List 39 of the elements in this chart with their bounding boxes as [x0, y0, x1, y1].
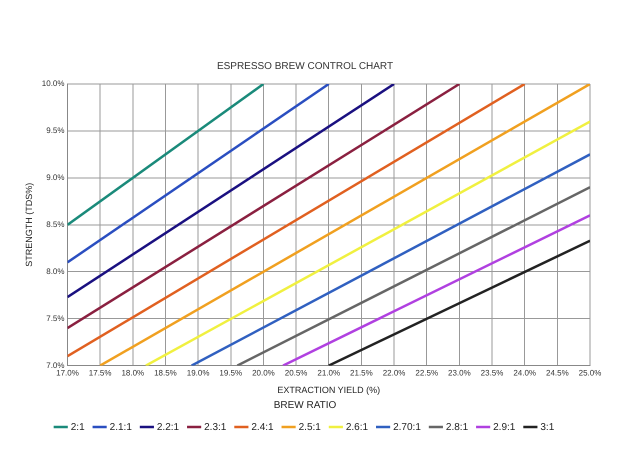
legend-label: 2.9:1 [493, 422, 516, 433]
legend-label: 2.5:1 [298, 422, 322, 433]
x-tick-label: 21.5% [350, 368, 373, 378]
y-tick-label: 9.5% [46, 126, 64, 136]
x-tick-label: 24.0% [513, 368, 536, 378]
x-axis-title: EXTRACTION YIELD (%) [277, 385, 380, 396]
x-tick-label: 19.0% [186, 368, 210, 378]
legend-label: 2.70:1 [393, 422, 422, 433]
x-tick-label: 20.0% [252, 368, 275, 378]
chart-title: ESPRESSO BREW CONTROL CHART [216, 60, 394, 72]
legend-label: 2.4:1 [251, 422, 274, 433]
x-tick-label: 23.5% [480, 368, 504, 378]
x-tick-label: 22.5% [415, 368, 438, 378]
x-tick-label: 18.5% [154, 368, 177, 378]
legend-label: 2.3:1 [204, 422, 227, 433]
y-tick-label: 9.0% [46, 173, 64, 182]
x-tick-label: 21.0% [317, 368, 340, 378]
y-tick-label: 8.0% [46, 266, 64, 276]
legend-label: 2.1:1 [110, 422, 132, 433]
x-tick-label: 17.5% [88, 368, 112, 378]
y-tick-label: 7.0% [46, 360, 64, 370]
x-tick-label: 24.5% [546, 368, 569, 378]
legend-label: 3:1 [540, 422, 555, 433]
x-tick-label: 22.0% [382, 368, 406, 378]
legend-label: 2:1 [70, 422, 86, 433]
y-axis-title: STRENGTH (TDS%) [24, 182, 34, 267]
x-tick-label: 20.5% [284, 368, 308, 378]
y-tick-label: 10.0% [42, 79, 64, 88]
x-tick-label: 25.0% [578, 368, 602, 378]
legend-title: BREW RATIO [274, 400, 337, 411]
legend-label: 2.2:1 [156, 422, 180, 433]
legend-label: 2.8:1 [446, 422, 469, 433]
x-tick-label: 19.5% [219, 368, 242, 378]
x-tick-label: 17.0% [56, 368, 79, 378]
legend-label: 2.6:1 [346, 422, 369, 433]
x-tick-label: 18.0% [121, 368, 144, 378]
y-tick-label: 7.5% [46, 314, 64, 323]
x-tick-label: 23.0% [448, 368, 471, 378]
y-tick-label: 8.5% [46, 220, 64, 230]
